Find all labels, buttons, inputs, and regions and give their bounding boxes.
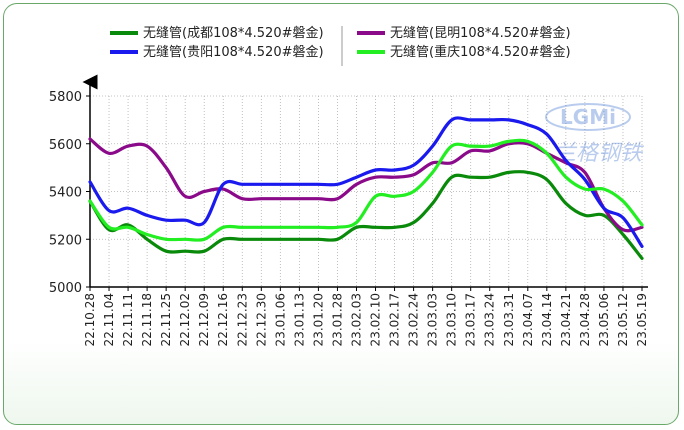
- x-tick-label: 23.01.06: [273, 293, 287, 346]
- x-tick-label: 22.12.30: [254, 293, 268, 346]
- x-tick-label: 23.01.20: [311, 293, 325, 346]
- legend-label-chengdu: 无缝管(成都108*4.520#磐金): [143, 25, 324, 41]
- x-tick-label: 23.01.13: [292, 293, 306, 346]
- x-tick-label: 23.03.17: [464, 293, 478, 346]
- x-tick-label: 23.03.24: [483, 293, 497, 346]
- x-tick-label: 22.12.16: [216, 293, 230, 346]
- lgmi-watermark-logo: LGMi 兰格钢铁: [545, 103, 645, 166]
- grid: [90, 95, 643, 287]
- x-tick-label: 23.02.24: [407, 293, 421, 346]
- y-tick-label: 5600: [49, 138, 82, 153]
- x-tick-label: 22.12.02: [178, 293, 192, 346]
- x-tick-label: 23.02.03: [349, 293, 363, 346]
- x-tick-label: 23.03.10: [445, 293, 459, 346]
- legend-label-kunming: 无缝管(昆明108*4.520#磐金): [390, 25, 571, 41]
- series: [88, 116, 644, 260]
- watermark-text: LGMi: [560, 105, 616, 129]
- x-tick-label: 22.11.11: [121, 293, 135, 346]
- x-tick-label: 23.02.10: [369, 293, 383, 346]
- x-tick-label: 23.02.17: [388, 293, 402, 346]
- x-tick-label: 23.05.06: [597, 293, 611, 346]
- x-tick-label: 23.03.03: [426, 293, 440, 346]
- legend-label-chongqing: 无缝管(重庆108*4.520#磐金): [390, 44, 571, 60]
- x-tick-label: 23.05.12: [616, 293, 630, 346]
- series-line-chongqing: [88, 138, 644, 242]
- x-tick-label: 23.04.28: [578, 293, 592, 346]
- x-tick-label: 23.04.07: [521, 293, 535, 346]
- x-tick-label: 23.04.21: [559, 293, 573, 346]
- series-line-chengdu: [88, 170, 644, 260]
- x-tick-label: 23.05.19: [635, 293, 649, 346]
- x-tick-label: 23.01.28: [330, 293, 344, 346]
- x-tick-label: 22.11.18: [140, 293, 154, 346]
- y-tick-labels: 5000 5200 5400 5600 5800: [49, 90, 82, 296]
- x-tick-label: 22.10.28: [83, 293, 97, 346]
- legend: 无缝管(成都108*4.520#磐金) 无缝管(昆明108*4.520#磐金) 无缝…: [110, 25, 571, 66]
- legend-label-guiyang: 无缝管(贵阳108*4.520#磐金): [143, 44, 324, 60]
- x-tick-label: 22.12.09: [197, 293, 211, 346]
- series-line-guiyang: [88, 116, 644, 248]
- x-tick-label: 23.03.31: [502, 293, 516, 346]
- y-tick-label: 5400: [49, 186, 82, 201]
- chart-frame: [3, 3, 679, 425]
- x-tick-label: 23.04.14: [540, 293, 554, 346]
- x-tick-label: 22.11.25: [159, 293, 173, 346]
- x-tick-label: 22.12.23: [235, 293, 249, 346]
- y-tick-label: 5000: [49, 281, 82, 296]
- y-tick-label: 5800: [49, 90, 82, 105]
- x-tick-labels: 22.10.28 22.11.04 22.11.11 22.11.18 22.11.25…: [83, 293, 649, 346]
- x-tick-label: 22.11.04: [102, 293, 116, 346]
- y-tick-label: 5200: [49, 233, 82, 248]
